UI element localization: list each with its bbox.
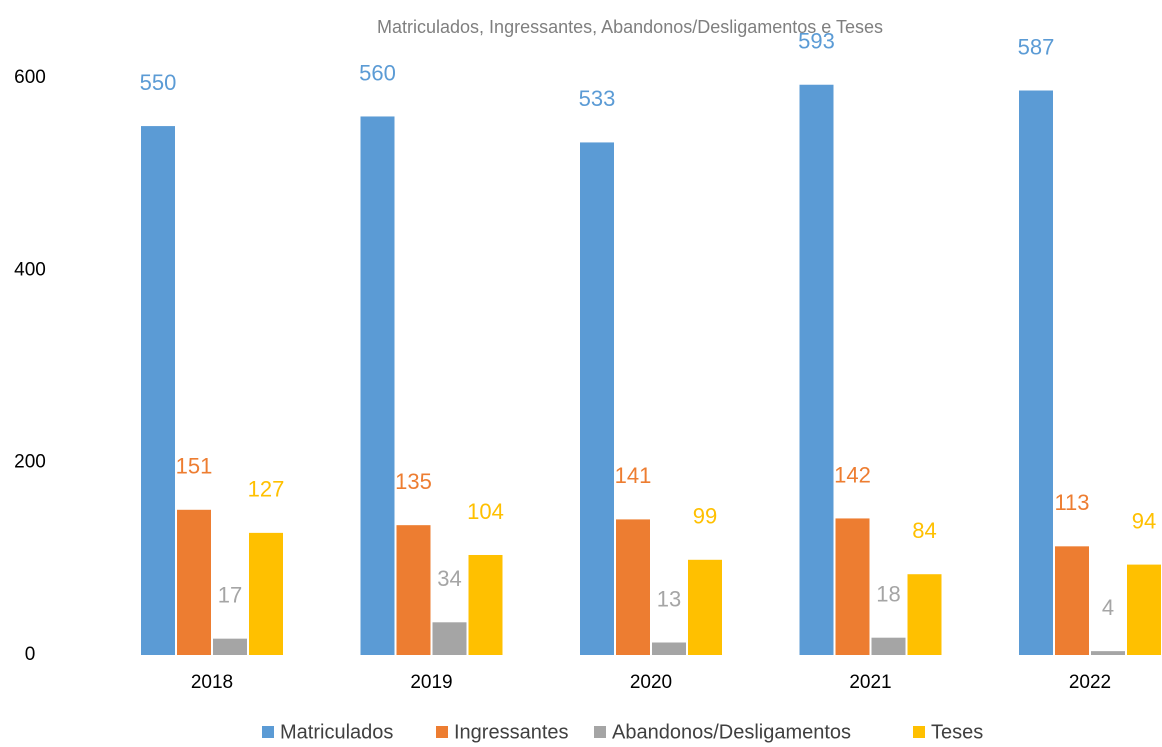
bar: [468, 554, 503, 655]
legend-label: Matriculados: [280, 721, 393, 743]
bar: [907, 574, 942, 655]
bar: [396, 525, 431, 655]
value-label: 141: [615, 463, 652, 488]
bar: [249, 532, 283, 655]
value-label: 127: [248, 477, 285, 502]
legend-swatch: [913, 726, 925, 738]
legend-swatch: [436, 726, 448, 738]
value-label: 550: [140, 70, 177, 95]
bar: [177, 509, 211, 655]
value-label: 151: [176, 454, 213, 479]
value-label: 17: [218, 582, 242, 607]
bar: [432, 622, 467, 655]
bar: [360, 116, 395, 655]
value-label: 94: [1132, 508, 1156, 533]
x-tick-label: 2020: [630, 672, 672, 693]
x-tick-label: 2018: [191, 672, 233, 693]
value-label: 34: [437, 566, 461, 591]
chart-title: Matriculados, Ingressantes, Abandonos/De…: [377, 17, 883, 37]
x-tick-label: 2019: [410, 672, 452, 693]
legend-swatch: [262, 726, 274, 738]
x-tick-label: 2021: [849, 672, 891, 693]
legend-label: Ingressantes: [454, 721, 569, 743]
value-label: 533: [579, 86, 616, 111]
bar: [652, 642, 686, 655]
bar: [1091, 651, 1125, 655]
value-label: 587: [1018, 34, 1055, 59]
bar: [835, 518, 870, 655]
y-tick-label: 200: [14, 452, 46, 473]
value-label: 99: [693, 504, 717, 529]
bar: [616, 519, 650, 655]
bar: [1019, 90, 1053, 656]
y-tick-label: 400: [14, 259, 46, 280]
value-label: 142: [834, 462, 871, 487]
bar: [213, 638, 247, 655]
bar: [799, 84, 834, 655]
value-label: 560: [359, 60, 396, 85]
value-label: 18: [876, 582, 900, 607]
legend-swatch: [594, 726, 606, 738]
legend-label: Abandonos/Desligamentos: [612, 721, 851, 743]
bar: [871, 637, 906, 655]
legend-label: Teses: [931, 721, 983, 743]
x-tick-label: 2022: [1069, 672, 1111, 693]
value-label: 104: [467, 499, 504, 524]
value-label: 593: [798, 29, 835, 54]
value-label: 84: [912, 518, 936, 543]
y-tick-label: 600: [14, 67, 46, 88]
y-tick-label: 0: [25, 644, 36, 665]
bar: [688, 559, 722, 655]
value-label: 13: [657, 586, 681, 611]
value-label: 4: [1102, 595, 1114, 620]
bar: [1127, 564, 1161, 655]
bar: [1055, 546, 1089, 655]
bar: [141, 126, 175, 656]
value-label: 135: [395, 469, 432, 494]
value-label: 113: [1054, 490, 1089, 515]
bar: [580, 142, 614, 656]
